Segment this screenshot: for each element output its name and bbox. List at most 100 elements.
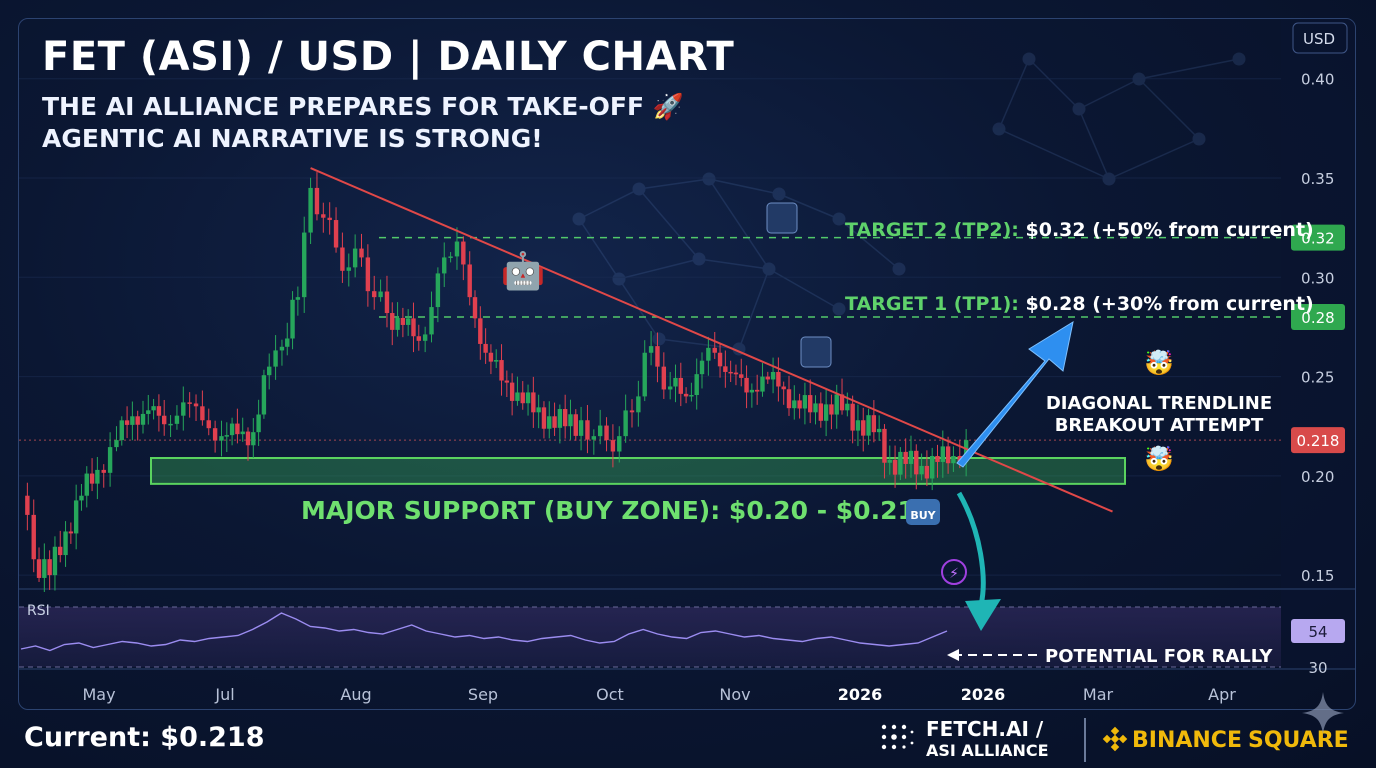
- candle: [352, 248, 358, 268]
- network-link: [658, 338, 740, 350]
- candle: [416, 336, 421, 341]
- candle: [552, 416, 557, 428]
- candle: [648, 346, 654, 353]
- candle: [667, 386, 673, 390]
- candle: [808, 395, 813, 413]
- square-text: SQUARE: [1247, 728, 1349, 753]
- rally-arrow-icon: [947, 649, 959, 661]
- fetch-dots-icon: [881, 724, 914, 750]
- candle: [797, 400, 802, 409]
- candle: [739, 374, 744, 378]
- network-link: [618, 258, 700, 280]
- candle: [957, 456, 962, 461]
- candle: [536, 407, 541, 413]
- support-zone-label: MAJOR SUPPORT (BUY ZONE): $0.20 - $0.21: [301, 496, 915, 525]
- network-node: [652, 332, 666, 346]
- target-name: TARGET 2 (TP2):: [845, 219, 1026, 241]
- rally-label: POTENTIAL FOR RALLY: [1045, 646, 1273, 667]
- candle: [623, 410, 628, 437]
- x-tick-label: Sep: [468, 685, 498, 704]
- candle: [655, 346, 660, 367]
- candle: [114, 440, 119, 448]
- network-node: [612, 272, 626, 286]
- candle: [340, 247, 345, 271]
- x-tick-label: Nov: [719, 685, 750, 704]
- rsi-label: RSI: [27, 603, 50, 619]
- candle: [107, 447, 113, 473]
- candle: [302, 232, 307, 298]
- x-tick-label: Oct: [596, 685, 624, 704]
- network-link: [998, 58, 1030, 130]
- candle: [224, 435, 229, 437]
- candle: [467, 264, 472, 298]
- sparkle-icon: [1302, 692, 1344, 734]
- candle: [642, 352, 647, 397]
- y-tick-label: 0.30: [1301, 269, 1334, 287]
- candle: [359, 248, 364, 258]
- brand-divider: [1084, 718, 1086, 762]
- candle: [866, 415, 871, 436]
- target-price-badge: [1291, 224, 1345, 251]
- candle: [140, 413, 146, 425]
- candle: [130, 416, 135, 425]
- candle: [610, 440, 616, 452]
- candle: [845, 403, 850, 411]
- candle: [333, 220, 339, 248]
- candle: [200, 406, 205, 421]
- currency-box: [1292, 22, 1348, 54]
- rsi-line: [20, 612, 948, 652]
- network-link: [708, 178, 770, 270]
- candle: [855, 420, 861, 431]
- candle: [760, 376, 765, 392]
- candle: [212, 428, 218, 441]
- mind-blown-icon: 🤯: [1144, 445, 1174, 473]
- target-label: TARGET 1 (TP1): $0.28 (+30% from current…: [845, 293, 1314, 315]
- current-price-axis-label: 0.218: [1297, 432, 1340, 450]
- y-tick-label: 0.20: [1301, 468, 1334, 486]
- chart-subtitle-2: AGENTIC AI NARRATIVE IS STRONG!: [42, 124, 543, 153]
- candle: [483, 343, 488, 353]
- candle: [187, 402, 192, 404]
- target-price-label: 0.28: [1301, 309, 1334, 327]
- network-node: [572, 212, 586, 226]
- target-price-badge: [1291, 304, 1345, 330]
- candle: [251, 432, 256, 446]
- candle: [488, 352, 494, 362]
- binance-icon: [1102, 726, 1128, 752]
- candle: [411, 318, 416, 337]
- candle: [834, 394, 839, 415]
- candle: [73, 500, 79, 534]
- candle: [578, 420, 584, 436]
- candle: [525, 392, 531, 404]
- candle: [308, 187, 313, 233]
- candle: [728, 371, 733, 374]
- rally-curve-arrow-icon: [956, 491, 986, 606]
- candle: [314, 187, 320, 215]
- candle: [723, 366, 728, 372]
- candle: [929, 456, 935, 479]
- descending-trendline: [310, 167, 1113, 513]
- candle: [568, 414, 573, 427]
- candle: [245, 431, 251, 446]
- candle: [733, 372, 739, 375]
- candle: [181, 402, 186, 416]
- chart-frame: MAJOR SUPPORT (BUY ZONE): $0.20 - $0.21 B…: [18, 18, 1356, 710]
- network-link: [708, 178, 780, 195]
- lightning-glyph: ⚡: [949, 566, 959, 582]
- candle: [531, 392, 536, 413]
- candle: [744, 377, 749, 393]
- network-link: [998, 128, 1110, 180]
- target-name: TARGET 1 (TP1):: [845, 293, 1026, 315]
- candle: [887, 459, 892, 463]
- breakout-label: BREAKOUT ATTEMPT: [1055, 415, 1264, 436]
- candle: [776, 371, 781, 387]
- candle: [597, 425, 603, 437]
- candle: [454, 241, 460, 257]
- candle: [435, 273, 441, 308]
- candle: [861, 420, 866, 436]
- candle: [876, 428, 882, 433]
- candle: [754, 389, 760, 392]
- candle: [689, 395, 694, 397]
- candle: [683, 393, 689, 397]
- network-node: [1072, 102, 1086, 116]
